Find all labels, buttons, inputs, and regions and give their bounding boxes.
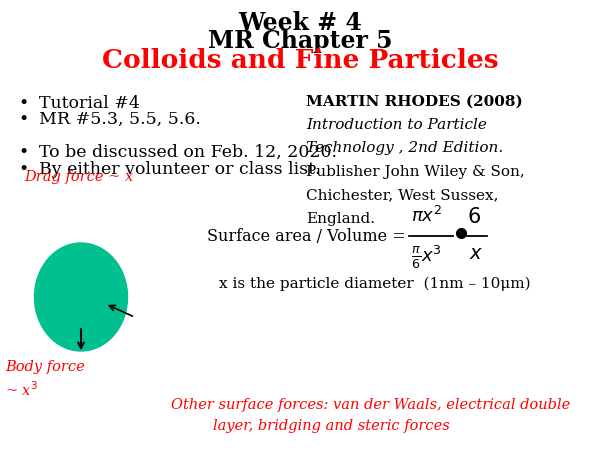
Text: MR #5.3, 5.5, 5.6.: MR #5.3, 5.5, 5.6. (39, 111, 201, 128)
Text: Technology , 2nd Edition.: Technology , 2nd Edition. (306, 141, 503, 155)
Text: $6$: $6$ (467, 207, 481, 227)
Text: $\frac{\pi}{6}x^3$: $\frac{\pi}{6}x^3$ (411, 244, 442, 271)
Text: Publisher John Wiley & Son,: Publisher John Wiley & Son, (306, 165, 525, 179)
Text: By either volunteer or class list.: By either volunteer or class list. (39, 161, 320, 178)
Text: •: • (18, 94, 28, 112)
Text: Week # 4: Week # 4 (238, 11, 362, 35)
Text: $\pi x^2$: $\pi x^2$ (411, 206, 442, 226)
Text: Body force: Body force (5, 360, 85, 374)
Text: •: • (18, 111, 28, 128)
Text: x is the particle diameter  (1nm – 10μm): x is the particle diameter (1nm – 10μm) (219, 276, 530, 291)
Text: MARTIN RHODES (2008): MARTIN RHODES (2008) (306, 94, 523, 108)
Text: •: • (18, 144, 28, 161)
Text: MR Chapter 5: MR Chapter 5 (208, 29, 392, 53)
Text: Other surface forces: van der Waals, electrical double: Other surface forces: van der Waals, ele… (171, 398, 570, 412)
Text: To be discussed on Feb. 12, 2020.: To be discussed on Feb. 12, 2020. (39, 144, 337, 161)
Text: $x$: $x$ (469, 244, 483, 263)
Text: Introduction to Particle: Introduction to Particle (306, 118, 487, 132)
Text: Chichester, West Sussex,: Chichester, West Sussex, (306, 188, 499, 202)
Text: layer, bridging and steric forces: layer, bridging and steric forces (213, 419, 450, 433)
Text: Colloids and Fine Particles: Colloids and Fine Particles (101, 48, 499, 73)
Text: Drag force ~ x: Drag force ~ x (24, 171, 133, 184)
Ellipse shape (35, 243, 128, 351)
Text: Surface area / Volume =: Surface area / Volume = (207, 228, 406, 245)
Text: •: • (18, 161, 28, 178)
Text: ~ x$^3$: ~ x$^3$ (5, 380, 38, 399)
Text: England.: England. (306, 212, 375, 225)
Text: Tutorial #4: Tutorial #4 (39, 94, 140, 112)
